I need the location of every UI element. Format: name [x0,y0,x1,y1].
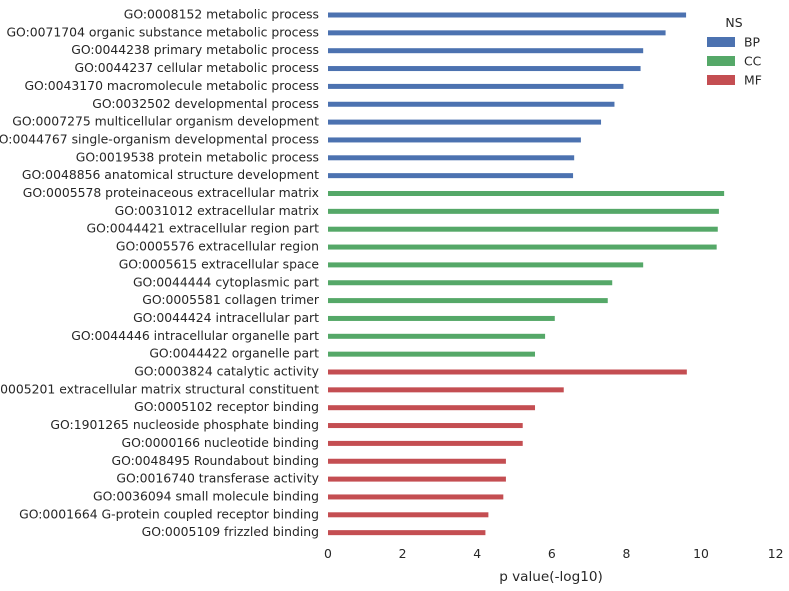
x-tick-label: 2 [399,546,407,561]
bar-23 [328,405,536,411]
category-label: GO:0031012 extracellular matrix [115,203,319,218]
legend-entries: BP CC MF [707,35,762,88]
legend: NS BP CC MF [707,15,762,88]
bar-19 [328,333,546,339]
bar-7 [328,119,602,125]
category-label: GO:0044446 intracellular organelle part [71,328,319,343]
bar-30 [328,530,486,536]
bar-16 [328,280,613,286]
x-tick-label: 12 [768,546,784,561]
category-label: GO:0001664 G-protein coupled receptor bi… [19,506,319,521]
legend-swatch-bp [707,37,735,47]
bar-4 [328,66,641,72]
category-label: GO:0016740 transferase activity [116,471,319,486]
bar-28 [328,494,504,500]
bar-5 [328,83,624,89]
category-label: GO:0005578 proteinaceous extracellular m… [23,185,319,200]
bar-15 [328,262,644,268]
x-tick-label: 8 [622,546,630,561]
x-tick-label: 6 [548,546,556,561]
category-label: GO:0044238 primary metabolic process [71,42,319,57]
x-tick-labels: 0 2 4 6 8 10 12 [324,546,783,561]
bar-22 [328,387,564,393]
legend-label-bp: BP [744,35,761,50]
legend-swatch-cc [707,56,735,66]
bar-17 [328,298,608,304]
bars-group [328,12,725,536]
bar-24 [328,423,523,429]
bar-6 [328,101,615,107]
bar-2 [328,30,666,36]
category-label: GO:0007275 multicellular organism develo… [12,114,319,129]
x-axis-title: p value(-log10) [499,569,603,585]
legend-label-mf: MF [744,73,762,88]
bar-14 [328,244,717,250]
category-label: GO:0005102 receptor binding [134,399,319,414]
category-label: GO:0048495 Roundabout binding [111,453,319,468]
category-label: GO:0008152 metabolic process [124,7,319,22]
legend-title: NS [725,15,742,30]
category-label: GO:0032502 developmental process [92,96,319,111]
bar-1 [328,12,687,18]
x-tick-label: 4 [473,546,481,561]
category-label: GO:0005615 extracellular space [119,256,319,271]
bar-29 [328,512,489,518]
category-label: GO:0003824 catalytic activity [134,364,319,379]
bar-20 [328,351,536,357]
category-label: GO:0019538 protein metabolic process [76,149,319,164]
category-label: GO:0036094 small molecule binding [93,488,319,503]
x-tick-label: 10 [693,546,709,561]
bar-27 [328,476,506,482]
x-tick-label: 0 [324,546,332,561]
bar-11 [328,191,725,196]
category-label: GO:0000166 nucleotide binding [121,435,319,450]
category-label: GO:0071704 organic substance metabolic p… [6,24,319,39]
category-label: GO:0005576 extracellular region [116,239,319,254]
bar-21 [328,369,687,375]
category-label: GO:0044422 organelle part [149,346,319,361]
category-label: GO:0044421 extracellular region part [87,221,320,236]
category-labels: GO:0008152 metabolic process GO:0071704 o… [0,7,320,540]
legend-label-cc: CC [744,54,761,69]
legend-swatch-mf [707,75,735,85]
bar-12 [328,208,719,214]
bar-9 [328,155,575,161]
bar-26 [328,458,506,464]
bar-10 [328,173,574,179]
bar-25 [328,440,523,446]
bar-3 [328,48,644,54]
category-label: GO:0044237 cellular metabolic process [74,60,319,75]
category-label: GO:0044767 single-organism developmental… [0,131,319,146]
bar-8 [328,137,581,143]
bar-13 [328,226,718,232]
category-label: GO:0043170 macromolecule metabolic proce… [24,78,319,93]
category-label: GO:0044424 intracellular part [133,310,319,325]
category-label: GO:1901265 nucleoside phosphate binding [50,417,319,432]
category-label: GO:0044444 cytoplasmic part [133,274,319,289]
bar-18 [328,315,555,321]
category-label: GO:0005201 extracellular matrix structur… [0,381,319,396]
category-label: GO:0005581 collagen trimer [142,292,320,307]
category-label: GO:0005109 frizzled binding [142,524,319,539]
category-label: GO:0048856 anatomical structure developm… [22,167,319,182]
